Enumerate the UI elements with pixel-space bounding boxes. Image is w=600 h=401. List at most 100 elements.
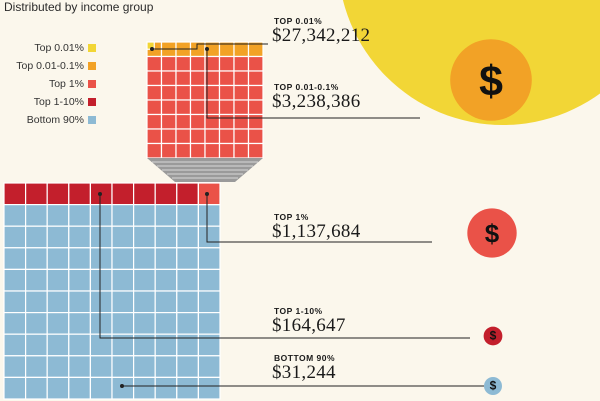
waffle-cell-top-1	[204, 128, 221, 145]
leader-line-top-0-01	[152, 43, 268, 50]
waffle-cell-bottom-90	[111, 225, 135, 249]
waffle-cell-bottom-90	[89, 312, 113, 335]
waffle-cell-bottom-90	[3, 312, 27, 335]
leader-dot	[205, 47, 209, 51]
waffle-cell-top-1	[233, 84, 250, 101]
waffle-cell-bottom-90	[197, 290, 221, 314]
waffle-cell-top-1-10	[133, 182, 156, 206]
dollar-icon: $	[490, 329, 497, 343]
waffle-cell-bottom-90	[3, 225, 27, 249]
waffle-cell-bottom-90	[68, 225, 92, 249]
legend-label: Bottom 90%	[26, 114, 84, 126]
legend-label: Top 0.01-0.1%	[16, 60, 84, 72]
waffle-cell-bottom-90	[89, 225, 113, 249]
waffle-cell-bottom-90	[133, 268, 156, 292]
waffle-cell-bottom-90	[25, 290, 48, 314]
legend: Top 0.01% Top 0.01-0.1% Top 1% Top 1-10%…	[4, 40, 96, 130]
waffle-cell-top-1	[233, 142, 250, 159]
leader-line-top-1	[206, 194, 432, 243]
waffle-cell-bottom-90	[154, 225, 178, 249]
waffle-cell-top-1	[146, 128, 163, 145]
waffle-cell-top-1	[160, 70, 177, 87]
legend-item-top-1-10: Top 1-10%	[4, 94, 96, 112]
waffle-cell-bottom-90	[197, 312, 221, 335]
waffle-cell-top-1	[218, 70, 235, 87]
waffle-cell-bottom-90	[89, 247, 113, 271]
tier-amount-bottom-90: $31,244	[272, 362, 336, 383]
waffle-cell-bottom-90	[154, 247, 178, 271]
legend-item-top-0-01-0-1: Top 0.01-0.1%	[4, 58, 96, 76]
waffle-cell-top-1	[218, 99, 235, 116]
waffle-cell-bottom-90	[154, 290, 178, 314]
waffle-cell-bottom-90	[197, 333, 221, 357]
waffle-cell-top-1	[146, 113, 163, 130]
waffle-cell-bottom-90	[46, 376, 70, 400]
legend-swatch	[88, 98, 96, 106]
waffle-cell-top-1	[247, 128, 264, 145]
waffle-cell-bottom-90	[197, 204, 221, 227]
waffle-cell-bottom-90	[25, 225, 48, 249]
waffle-cell-top-1	[189, 113, 206, 130]
waffle-cell-top-1	[247, 113, 264, 130]
waffle-cell-top-1	[160, 128, 177, 145]
waffle-cell-bottom-90	[3, 204, 27, 227]
waffle-cell-top-1	[189, 99, 206, 116]
dollar-icon: $	[485, 220, 500, 248]
waffle-cell-top-1	[160, 55, 177, 72]
waffle-cell-bottom-90	[89, 333, 113, 357]
legend-item-top-0-01: Top 0.01%	[4, 40, 96, 58]
waffle-cell-bottom-90	[68, 355, 92, 378]
waffle-cell-bottom-90	[133, 247, 156, 271]
waffle-cell-top-1	[175, 113, 192, 130]
waffle-cell-bottom-90	[68, 204, 92, 227]
legend-label: Top 1-10%	[33, 96, 84, 108]
waffle-cell-top-1-10	[111, 182, 135, 206]
legend-item-bottom-90: Bottom 90%	[4, 112, 96, 130]
waffle-cell-bottom-90	[176, 225, 200, 249]
waffle-cell-top-1	[218, 113, 235, 130]
waffle-cell-top-1	[146, 70, 163, 87]
waffle-cell-top-1	[233, 128, 250, 145]
waffle-cell-bottom-90	[154, 333, 178, 357]
waffle-cell-bottom-90	[89, 290, 113, 314]
leader-dot	[120, 384, 124, 388]
dollar-icon: $	[479, 58, 503, 106]
waffle-cell-bottom-90	[46, 333, 70, 357]
waffle-cell-top-1	[189, 55, 206, 72]
waffle-cell-top-1	[247, 142, 264, 159]
waffle-cell-bottom-90	[3, 355, 27, 378]
waffle-cell-top-1	[189, 70, 206, 87]
waffle-cell-bottom-90	[176, 204, 200, 227]
waffle-cell-top-1	[218, 84, 235, 101]
waffle-cell-bottom-90	[154, 204, 178, 227]
leader-dot	[205, 192, 209, 196]
waffle-cell-bottom-90	[46, 355, 70, 378]
waffle-cell-bottom-90	[154, 355, 178, 378]
waffle-cell-bottom-90	[68, 290, 92, 314]
waffle-cell-top-1	[175, 142, 192, 159]
waffle-cell-top-1-10	[46, 182, 70, 206]
coin-top-1-10-	[483, 326, 503, 346]
waffle-cell-top-1	[160, 99, 177, 116]
tier-heading-top-1-10: TOP 1-10%	[274, 306, 323, 316]
waffle-cell-bottom-90	[25, 312, 48, 335]
waffle-cell-bottom-90	[197, 268, 221, 292]
waffle-cell-top-1	[189, 84, 206, 101]
waffle-cell-bottom-90	[25, 268, 48, 292]
legend-swatch	[88, 62, 96, 70]
waffle-cell-bottom-90	[133, 204, 156, 227]
waffle-cell-bottom-90	[25, 333, 48, 357]
waffle-cell-bottom-90	[25, 376, 48, 400]
waffle-cell-bottom-90	[133, 376, 156, 400]
waffle-cell-bottom-90	[133, 225, 156, 249]
waffle-cell-bottom-90	[133, 290, 156, 314]
waffle-cell-bottom-90	[154, 268, 178, 292]
legend-label: Top 1%	[48, 78, 84, 90]
waffle-cell-top-1	[204, 142, 221, 159]
waffle-cell-bottom-90	[3, 247, 27, 271]
waffle-cell-bottom-90	[197, 355, 221, 378]
waffle-cell-bottom-90	[111, 204, 135, 227]
waffle-cell-bottom-90	[25, 204, 48, 227]
